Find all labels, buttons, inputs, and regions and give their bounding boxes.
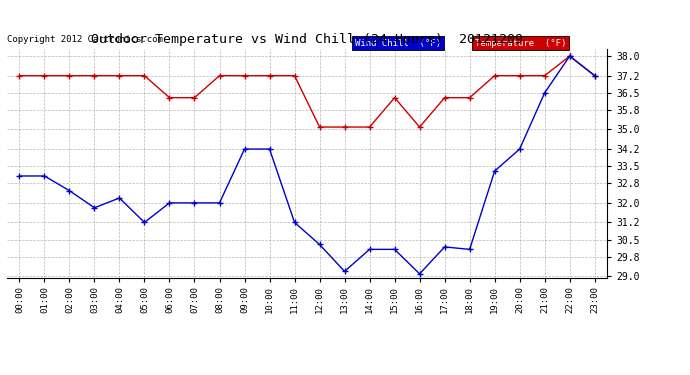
Text: Wind Chill  (°F): Wind Chill (°F) <box>355 39 441 48</box>
Text: Temperature  (°F): Temperature (°F) <box>475 39 566 48</box>
Text: Copyright 2012 Cartronics.com: Copyright 2012 Cartronics.com <box>7 35 163 44</box>
Title: Outdoor Temperature vs Wind Chill (24 Hours)  20121209: Outdoor Temperature vs Wind Chill (24 Ho… <box>91 33 523 46</box>
